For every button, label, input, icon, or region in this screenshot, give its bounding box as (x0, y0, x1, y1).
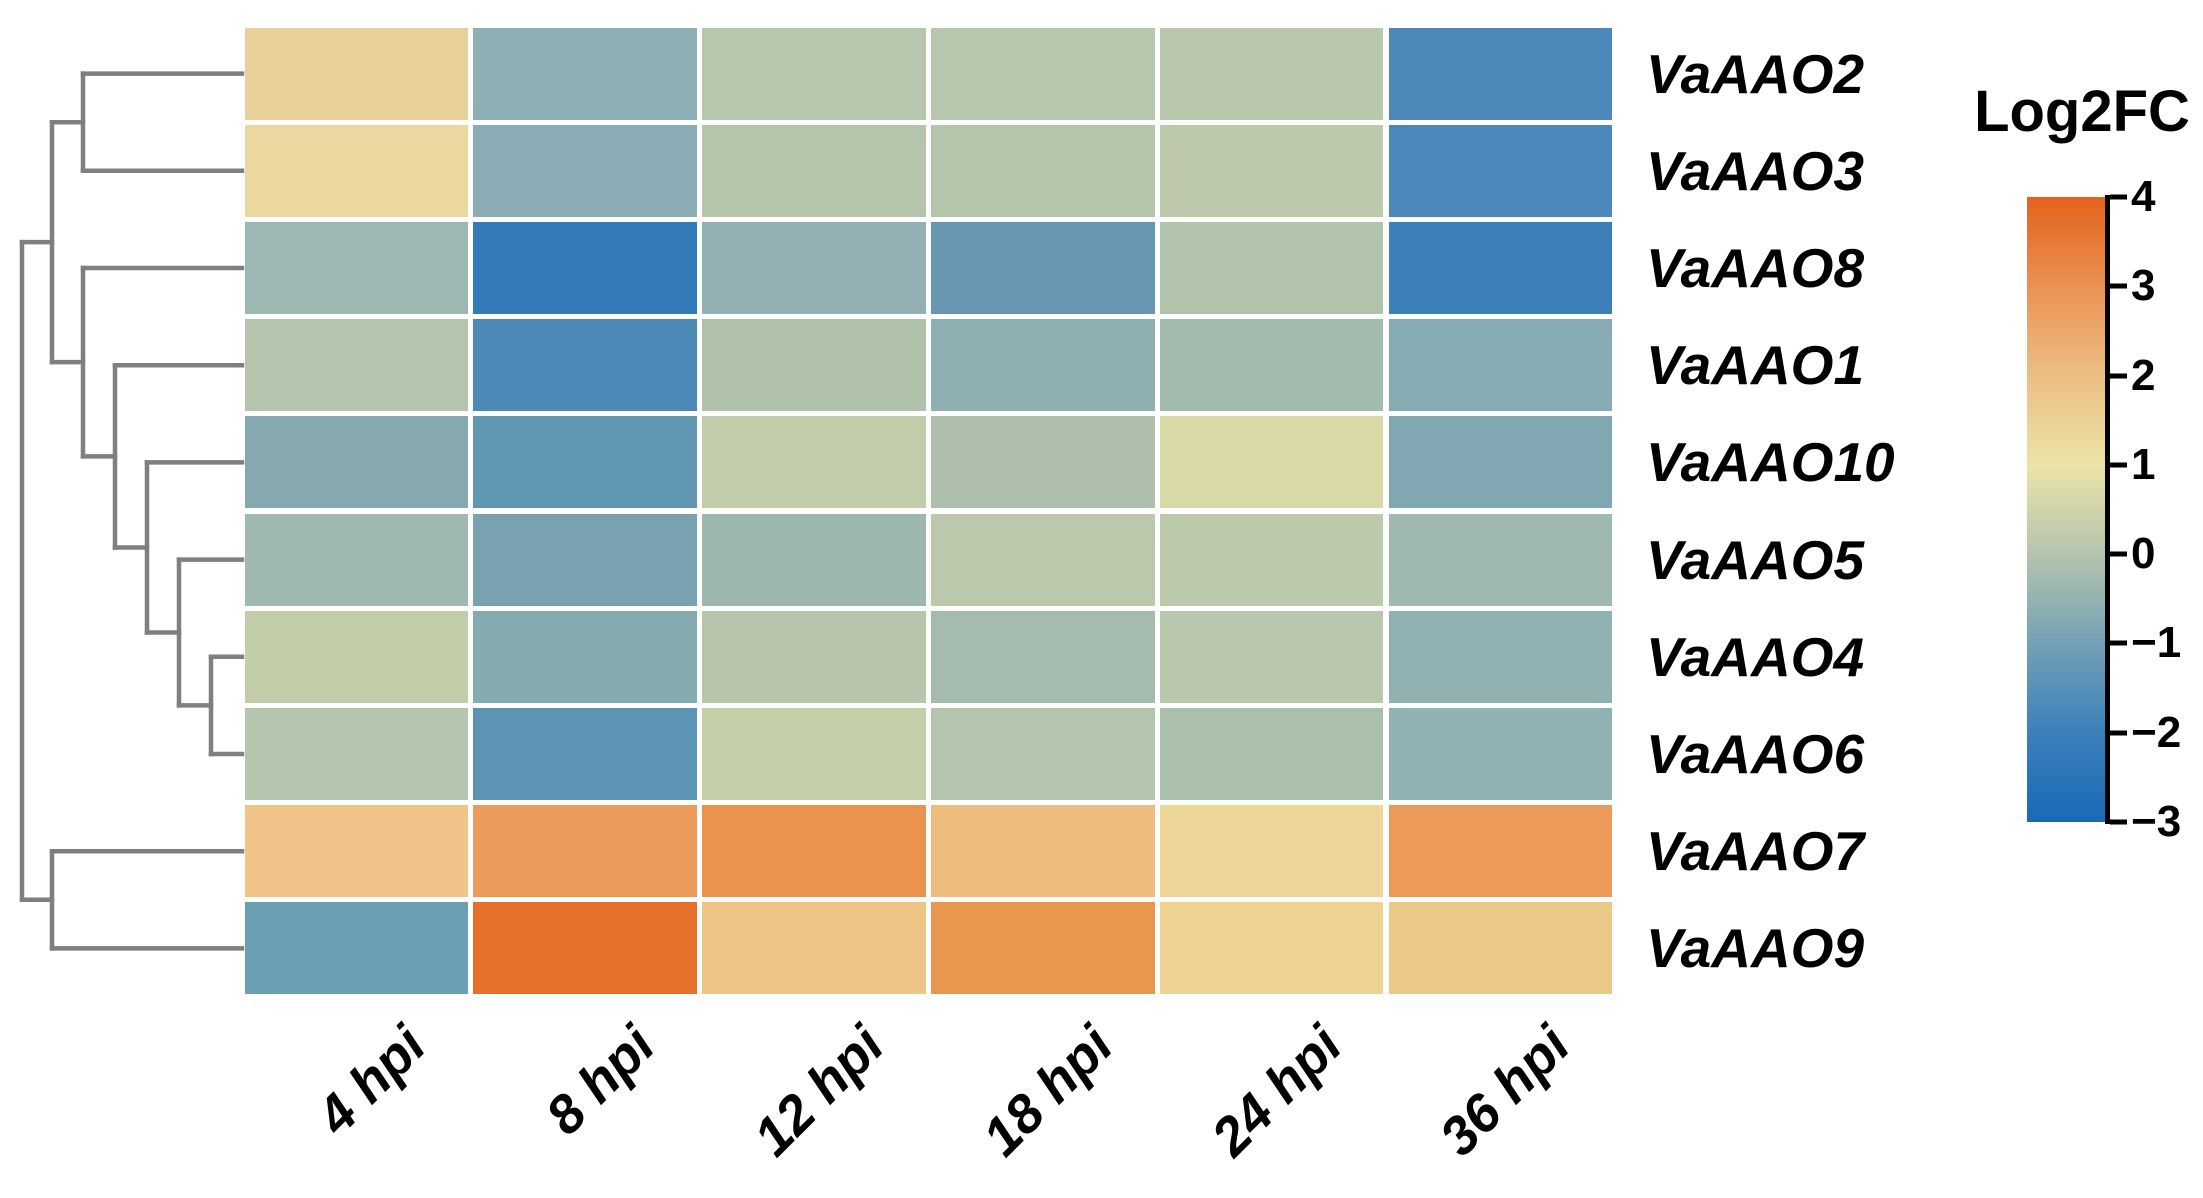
heatmap-cell (1388, 124, 1613, 217)
heatmap-cell (244, 805, 469, 898)
col-label: 12 hpi (742, 1014, 896, 1168)
heatmap-cell (244, 416, 469, 509)
heatmap-cell (930, 319, 1155, 412)
colorbar-axis (2105, 195, 2110, 824)
col-label: 24 hpi (1199, 1014, 1353, 1168)
heatmap-cell (244, 902, 469, 995)
colorbar-tick (2110, 373, 2127, 379)
row-label: VaAAO1 (1646, 334, 1865, 397)
heatmap-cell (1159, 902, 1384, 995)
colorbar-tick (2110, 819, 2127, 825)
row-label: VaAAO6 (1646, 723, 1865, 785)
dendrogram (19, 71, 245, 951)
heatmap-cell (1388, 610, 1613, 703)
row-label: VaAAO7 (1646, 820, 1865, 883)
colorbar-tick-label: 4 (2131, 172, 2156, 221)
heatmap-cell (473, 707, 698, 801)
heatmap-cell (1388, 805, 1613, 898)
colorbar-tick (2110, 730, 2127, 736)
heatmap-cell (702, 902, 926, 995)
heatmap-cell (702, 610, 926, 703)
colorbar-tick-label: 3 (2131, 261, 2156, 311)
heatmap-cell (473, 610, 698, 703)
colorbar-tick-label: 1 (2131, 439, 2156, 489)
legend-title: Log2FC (1974, 79, 2190, 144)
colorbar-gradient (2027, 197, 2107, 822)
colorbar-tick-label: −1 (2131, 618, 2182, 668)
heatmap-cell (702, 805, 926, 898)
heatmap-cell (1159, 707, 1384, 801)
heatmap-cell (930, 416, 1155, 509)
heatmap-cell (1388, 319, 1613, 412)
heatmap-cell (930, 221, 1155, 315)
heatmap-cell (1159, 513, 1384, 606)
colorbar-tick (2110, 551, 2127, 557)
heatmap-cell (244, 124, 469, 217)
row-label: VaAAO10 (1646, 431, 1895, 494)
heatmap-cell (473, 416, 698, 509)
row-label: VaAAO3 (1646, 139, 1865, 202)
heatmap-cell (1388, 902, 1613, 995)
heatmap-cell (930, 805, 1155, 898)
col-label: 8 hpi (534, 1014, 667, 1147)
heatmap-cell (473, 124, 698, 217)
heatmap-cell (244, 610, 469, 703)
heatmap-cell (473, 221, 698, 315)
heatmap-cell (1388, 513, 1613, 606)
heatmap-cell (930, 707, 1155, 801)
heatmap-cell (473, 902, 698, 995)
heatmap-cell (1159, 221, 1384, 315)
heatmap-cell (702, 416, 926, 509)
row-label: VaAAO9 (1646, 917, 1865, 980)
heatmap-cell (702, 319, 926, 412)
heatmap-cell (1388, 707, 1613, 801)
row-label: VaAAO5 (1646, 528, 1865, 591)
heatmap-cell (244, 319, 469, 412)
heatmap-cell (930, 610, 1155, 703)
heatmap-cell (702, 27, 926, 120)
heatmap-cell (244, 707, 469, 801)
colorbar-tick-label: 0 (2131, 529, 2156, 579)
heatmap-cell (244, 221, 469, 315)
col-label: 4 hpi (306, 1014, 438, 1147)
heatmap-cell (702, 513, 926, 606)
col-label: 18 hpi (971, 1014, 1124, 1168)
heatmap-cell (473, 805, 698, 898)
heatmap-cell (702, 124, 926, 217)
colorbar-tick (2110, 462, 2127, 468)
row-label: VaAAO8 (1646, 237, 1865, 299)
heatmap-cell (930, 902, 1155, 995)
heatmap-cell (702, 707, 926, 801)
heatmap-cell (244, 513, 469, 606)
colorbar-tick-label: −3 (2131, 797, 2182, 846)
heatmap-cell (1388, 221, 1613, 315)
heatmap-cell (702, 221, 926, 315)
heatmap-cell (1159, 124, 1384, 217)
heatmap-cell (473, 319, 698, 412)
heatmap-cell (1159, 27, 1384, 120)
heatmap-cell (930, 124, 1155, 217)
heatmap-cell (1159, 416, 1384, 509)
heatmap-cell (1159, 805, 1384, 898)
heatmap-cell (930, 513, 1155, 606)
colorbar-tick (2110, 640, 2127, 646)
heatmap-cell (1388, 27, 1613, 120)
row-label: VaAAO2 (1646, 42, 1865, 105)
heatmap-cell (1159, 610, 1384, 703)
row-label: VaAAO4 (1646, 625, 1865, 688)
heatmap-cell (244, 27, 469, 120)
colorbar-tick-label: −2 (2131, 707, 2182, 757)
colorbar-tick-label: 2 (2131, 350, 2156, 400)
heatmap-cell (473, 27, 698, 120)
col-label: 36 hpi (1428, 1014, 1582, 1168)
heatmap-cell (1159, 319, 1384, 412)
colorbar-tick (2110, 283, 2127, 289)
heatmap-cell (1388, 416, 1613, 509)
heatmap-cell (473, 513, 698, 606)
colorbar-tick (2110, 194, 2127, 200)
heatmap-cell (930, 27, 1155, 120)
